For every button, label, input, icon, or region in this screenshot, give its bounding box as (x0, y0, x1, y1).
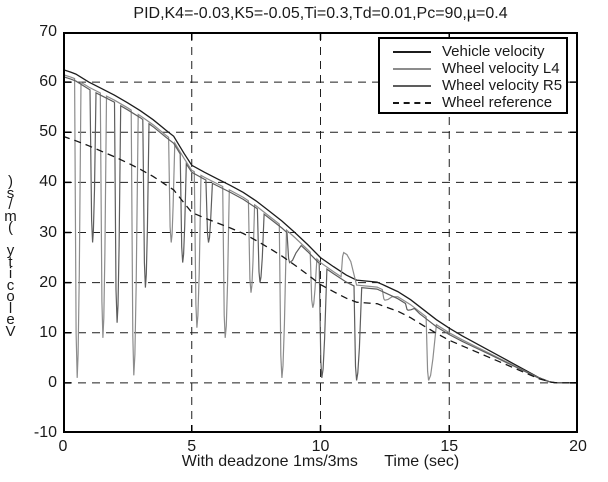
y-axis-tick-labels: -10 0 10 20 30 40 50 60 70 (4, 23, 57, 441)
y-axis-label-char: y (6, 242, 15, 259)
legend-line-sample-solid (393, 50, 431, 53)
x-tick-label: 20 (569, 438, 587, 455)
legend-entry-label: Vehicle velocity (442, 43, 545, 60)
legend-entry-vehicle-velocity: Vehicle velocity (380, 43, 566, 60)
y-axis-label-char: m (4, 207, 17, 225)
y-tick-label: 50 (39, 123, 57, 141)
y-tick-label: 20 (39, 273, 57, 291)
x-axis-tick-labels: 0 5 10 15 20 (59, 438, 587, 458)
y-axis-label-char: ( (8, 219, 13, 236)
legend-entry-label: Wheel reference (442, 94, 553, 111)
series-wheel-reference (63, 135, 578, 384)
legend-line-sample-solid (393, 84, 431, 87)
y-tick-label: 10 (39, 323, 57, 341)
y-axis-label-char: c (6, 276, 15, 294)
x-tick-label: 10 (311, 438, 330, 455)
y-axis-label-char: e (6, 311, 15, 328)
y-axis-label-char: ) (8, 173, 13, 190)
y-axis-label-char: l (8, 299, 13, 317)
x-tick-label: 5 (187, 438, 197, 455)
y-tick-label: -10 (33, 424, 57, 441)
y-axis-label-char: s (6, 184, 15, 202)
y-axis-label-char: t (8, 253, 13, 271)
series-wheel-velocity-r5 (63, 76, 578, 384)
legend-entry-wheel-velocity-l4: Wheel velocity L4 (380, 60, 566, 77)
legend: Vehicle velocity Wheel velocity L4 Wheel… (378, 37, 568, 114)
x-tick-label: 15 (440, 438, 459, 455)
legend-entry-label: Wheel velocity L4 (442, 60, 560, 77)
y-axis-label-char: V (5, 322, 16, 340)
legend-line-sample-solid (393, 67, 431, 70)
y-tick-label: 40 (39, 173, 57, 191)
y-tick-label: 0 (48, 373, 57, 391)
chart-title: PID,K4=-0.03,K5=-0.05,Ti=0.3,Td=0.01,Pc=… (133, 5, 508, 22)
series-vehicle-velocity (63, 68, 578, 384)
y-axis-label-char: o (6, 288, 15, 305)
y-axis-label-char: / (8, 196, 13, 213)
plot-border (63, 32, 578, 433)
y-tick-label: 60 (39, 73, 57, 91)
legend-entry-wheel-velocity-r5: Wheel velocity R5 (380, 77, 566, 94)
legend-entry-wheel-reference: Wheel reference (380, 94, 566, 111)
series-wheel-velocity-l4 (63, 74, 578, 384)
y-tick-label: 30 (39, 223, 57, 241)
x-tick-label: 0 (58, 438, 68, 455)
y-tick-label: 70 (39, 23, 57, 40)
legend-entry-label: Wheel velocity R5 (442, 77, 563, 94)
x-axis-label: With deadzone 1ms/3ms Time (sec) (181, 453, 460, 470)
y-axis-label-char: i (8, 265, 13, 282)
legend-line-sample-dashed (393, 101, 431, 104)
